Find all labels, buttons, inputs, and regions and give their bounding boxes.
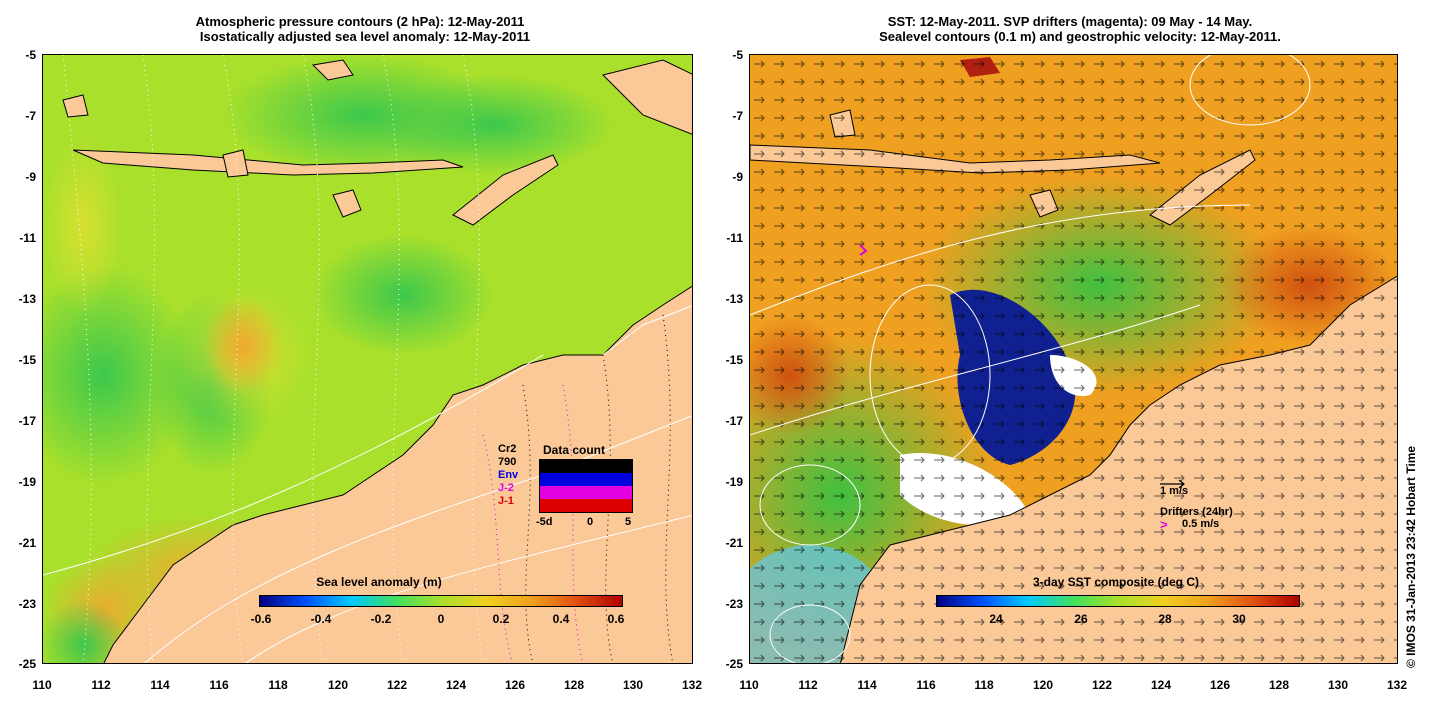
left-x-label: 112 [91,678,111,692]
data-count-axis-zero: 0 [587,516,594,528]
data-count-chart [539,459,633,513]
legend-label-j1: J-1 [498,495,514,507]
right-x-label: 130 [1327,678,1349,692]
data-count-axis-max: 5 [625,516,632,528]
right-y-label: -17 [725,414,743,428]
right-colorbar-label-2: 28 [1158,612,1172,626]
right-y-label: -5 [732,48,743,62]
right-y-label: -11 [726,231,743,245]
right-y-label: -7 [732,109,743,123]
legend-label-790: 790 [498,456,517,468]
left-x-label: 110 [32,678,52,692]
left-y-label: -9 [25,170,36,184]
right-y-label: -15 [725,353,743,367]
right-x-label: 110 [739,678,759,692]
left-x-label: 132 [681,678,703,692]
left-title-line2: Isostatically adjusted sea level anomaly… [199,29,531,44]
right-colorbar-label-3: 30 [1232,612,1246,626]
left-y-label: -25 [18,657,36,671]
right-colorbar [936,595,1300,607]
right-y-label: -19 [725,475,743,489]
right-colorbar-label-1: 26 [1074,612,1088,626]
left-colorbar-label-2: -0.2 [370,612,392,626]
right-colorbar-label-0: 24 [989,612,1003,626]
left-y-label: -23 [18,597,36,611]
left-x-label: 116 [209,678,229,692]
velocity-legend-label: 1 m/s [1160,485,1189,497]
sea-level-map-graphic [43,55,692,663]
left-x-label: 130 [622,678,644,692]
left-colorbar-label-4: 0.2 [492,612,510,626]
sst-map-graphic [750,55,1397,663]
right-y-label: -21 [725,536,743,550]
left-colorbar-label-0: -0.6 [250,612,272,626]
right-title-line2: Sealevel contours (0.1 m) and geostrophi… [879,29,1281,44]
left-x-label: 118 [268,678,288,692]
right-x-label: 126 [1209,678,1231,692]
left-y-label: -11 [19,231,36,245]
right-x-label: 120 [1032,678,1054,692]
left-x-label: 128 [563,678,585,692]
data-count-axis-min: -5d [536,516,553,528]
right-x-label: 114 [857,678,877,692]
satellite-legend-labels: Cr2 790 Env J-2 J-1 [498,443,538,508]
left-colorbar-label-1: -0.4 [310,612,332,626]
left-colorbar-title: Sea level anomaly (m) [316,575,442,589]
legend-label-env: Env [498,469,519,481]
velocity-legend-arrow [1160,479,1186,489]
right-y-label: -23 [725,597,743,611]
imos-credit: © IMOS 31-Jan-2013 23:42 Hobart Time [1404,445,1418,668]
right-x-label: 112 [798,678,818,692]
legend-label-j2: J-2 [498,482,514,494]
left-colorbar [259,595,623,607]
left-x-label: 120 [327,678,349,692]
data-count-title: Data count [543,443,606,457]
right-y-label: -13 [725,292,743,306]
left-x-label: 124 [445,678,467,692]
left-y-label: -21 [18,536,36,550]
left-y-label: -17 [18,414,36,428]
left-x-label: 114 [150,678,170,692]
left-x-label: 126 [504,678,526,692]
right-x-label: 132 [1386,678,1408,692]
right-colorbar-title: 3-day SST composite (deg C) [1032,575,1200,589]
legend-label-cr2: Cr2 [498,443,517,455]
left-x-label: 122 [386,678,408,692]
left-y-label: -7 [25,109,36,123]
left-title-line1: Atmospheric pressure contours (2 hPa): 1… [195,14,525,29]
right-x-label: 118 [974,678,994,692]
right-y-label: -9 [732,170,743,184]
right-x-label: 128 [1268,678,1290,692]
right-x-label: 122 [1091,678,1113,692]
left-y-label: -19 [18,475,36,489]
left-colorbar-label-6: 0.6 [607,612,625,626]
right-x-label: 116 [916,678,936,692]
drifter-legend-value: 0.5 m/s [1182,518,1220,530]
right-y-label: -25 [725,657,743,671]
left-y-label: -15 [18,353,36,367]
left-colorbar-label-3: 0 [437,612,445,626]
left-y-label: -13 [18,292,36,306]
drifter-legend-marker: > [1160,517,1168,532]
sst-map[interactable]: 1 m/s Drifters (24hr) > 0.5 m/s 3-day SS… [749,54,1398,664]
left-colorbar-label-5: 0.4 [552,612,570,626]
right-title-line1: SST: 12-May-2011. SVP drifters (magenta)… [887,14,1253,29]
sea-level-anomaly-map[interactable]: Cr2 790 Env J-2 J-1 Data count -5d 0 5 S… [42,54,693,664]
right-x-label: 124 [1150,678,1172,692]
drifter-legend-title: Drifters (24hr) [1160,506,1233,518]
left-y-label: -5 [25,48,36,62]
